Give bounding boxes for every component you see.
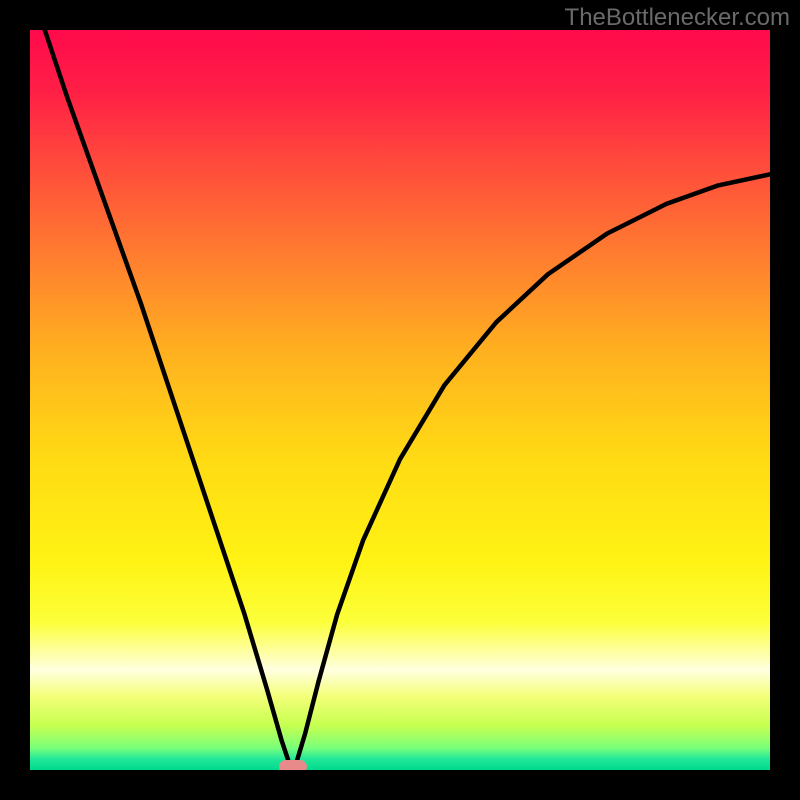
optimum-marker: [279, 760, 307, 770]
watermark-text: TheBottlenecker.com: [565, 4, 790, 32]
bottleneck-curve: [30, 30, 770, 770]
plot-area: [30, 30, 770, 770]
